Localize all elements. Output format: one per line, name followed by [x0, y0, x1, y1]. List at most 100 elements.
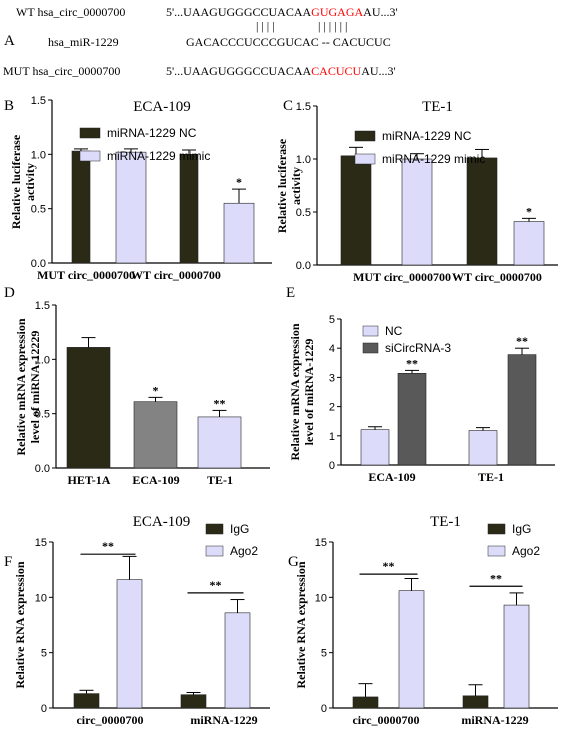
panel-a: A WT hsa_circ_0000700 5'...UAAGUGGGCCUAC… [3, 5, 398, 78]
mut-sequence: 5'...UAAGUGGGCCUACAACACUCUAU...3' [166, 64, 396, 78]
bar-c-0-1 [401, 158, 433, 266]
legend-swatch-g-1 [487, 545, 506, 557]
mut-seq-end: AU...3' [361, 64, 396, 78]
y-tick-label-f: 15 [35, 537, 47, 549]
legend-swatch-c-1 [354, 153, 376, 165]
y-tick-label-g: 5 [321, 648, 327, 660]
panel-letter-b: B [4, 98, 14, 114]
y-tick-label-b: 0.0 [31, 258, 46, 270]
bar-f-0-0 [73, 693, 100, 709]
bar-c-1-0 [466, 157, 498, 266]
bar-c-1-1 [513, 221, 545, 266]
y-tick-label-d: 1.5 [35, 300, 50, 312]
chart-title-f: ECA-109 [133, 514, 191, 530]
sig-mark-g-0: ** [383, 559, 395, 573]
legend-swatch-b-1 [79, 150, 101, 162]
legend-label-e-0: NC [385, 324, 403, 338]
bar-f-1-1 [224, 612, 251, 709]
y-tick-label-e: 1 [329, 431, 335, 443]
x-tick-label-d-0: HET-1A [68, 473, 111, 487]
y-tick-label-b: 1.5 [31, 95, 46, 107]
x-tick-label-c-0: MUT circ_0000700 [353, 270, 451, 284]
bar-g-0-1 [398, 590, 425, 709]
sig-mark-e-0: ** [406, 356, 418, 370]
panel-letter-c: C [283, 98, 293, 114]
bar-d-2 [197, 416, 242, 469]
x-tick-label-b-1: WT circ_0000700 [131, 268, 221, 282]
legend-label-b-1: miRNA-1229 mimic [107, 149, 210, 163]
chart-title-b: ECA-109 [133, 99, 191, 115]
y-axis-label-d: Relative mRNA expressionlevel of miRNA-1… [14, 318, 42, 455]
y-tick-label-c: 0.0 [296, 260, 311, 272]
panel-f: F ECA-109 0 5 10 15 Relative RNA expression cir… [4, 514, 270, 727]
y-tick-label-e: 5 [329, 314, 335, 326]
mir-label: hsa_miR-1229 [48, 35, 119, 49]
sig-mark-e-1: ** [516, 334, 528, 348]
legend-label-c-1: miRNA-1229 mimic [382, 152, 485, 166]
mut-seq-start: 5'...UAAGUGGGCCUACAA [166, 64, 312, 78]
y-axis-label-f: Relative RNA expression [13, 561, 27, 688]
bar-f-1-0 [180, 694, 207, 709]
wt-seq-end: AU...3' [363, 5, 398, 19]
mir-sequence: GACACCCUCCCGUCAC -- CACUCUC [186, 35, 391, 49]
y-tick-label-b: 0.5 [31, 204, 46, 216]
legend-swatch-f-0 [205, 523, 224, 535]
wt-seq-start: 5'...UAAGUGGGCCUACAA [166, 5, 312, 19]
panel-letter-a: A [4, 33, 15, 49]
legend-label-g-0: IgG [512, 522, 531, 536]
x-tick-label-d-1: ECA-109 [132, 473, 179, 487]
x-tick-label-e-0: ECA-109 [368, 470, 415, 484]
y-tick-label-g: 0 [321, 703, 327, 715]
legend-label-g-1: Ago2 [512, 544, 540, 558]
panel-letter-f: F [4, 554, 12, 570]
legend-label-b-0: miRNA-1229 NC [107, 126, 197, 140]
bar-g-1-1 [503, 604, 530, 709]
x-tick-label-g-1: miRNA-1229 [461, 713, 528, 727]
panel-c: C TE-1 0.0 0.5 1.0 1.5 Relative luciferaseacti… [275, 98, 558, 284]
sig-mark-d-0: * [153, 383, 159, 397]
y-axis-label-c: Relative luciferaseactivity [275, 138, 303, 233]
pairing-bars-right: | | | | | | [318, 19, 347, 33]
y-tick-label-e: 3 [329, 372, 335, 384]
y-tick-label-d: 0.5 [35, 409, 50, 421]
bar-e-1-0 [468, 430, 498, 466]
legend-swatch-e-1 [362, 342, 379, 354]
legend-swatch-f-1 [205, 545, 224, 557]
legend-label-f-0: IgG [230, 522, 249, 536]
x-tick-label-e-1: TE-1 [478, 470, 504, 484]
bar-b-0-0 [71, 150, 91, 264]
y-tick-label-f: 5 [41, 648, 47, 660]
panel-letter-e: E [286, 285, 295, 301]
panel-d: D 0.0 0.5 1.0 1.5 Relative mRNA expressionlev… [4, 285, 270, 487]
bar-b-0-1 [115, 151, 147, 264]
panel-g: G TE-1 0 5 10 15 Relative RNA expression circ_0… [288, 514, 558, 727]
y-axis-label-e: Relative mRNA expressionlevel of miRNA-1… [288, 323, 316, 460]
y-tick-label-d: 1.0 [35, 354, 50, 366]
x-tick-label-b-0: MUT circ_0000700 [37, 268, 135, 282]
sig-mark-g-1: ** [490, 571, 502, 585]
y-tick-label-e: 2 [329, 402, 335, 414]
y-tick-label-c: 1.5 [296, 101, 311, 113]
y-tick-label-g: 10 [315, 592, 327, 604]
mut-label: MUT hsa_circ_0000700 [3, 64, 120, 78]
bar-d-0 [66, 347, 111, 469]
y-tick-label-f: 10 [35, 592, 47, 604]
chart-title-g: TE-1 [430, 514, 461, 530]
wt-label: WT hsa_circ_0000700 [16, 5, 125, 19]
wt-seq-seed: GUGAGA [311, 5, 363, 19]
x-tick-label-d-2: TE-1 [207, 473, 233, 487]
legend-label-c-0: miRNA-1229 NC [382, 129, 472, 143]
y-tick-label-f: 0 [41, 703, 47, 715]
panel-e: E 0 1 2 3 4 5 Relative mRNA expressionlevel of … [286, 285, 555, 484]
pairing-bars-left: | | | | [256, 19, 275, 33]
panel-b: B ECA-109 0.0 0.5 1.0 1.5 Relative luciferasea… [4, 95, 272, 282]
y-tick-label-g: 15 [315, 537, 327, 549]
mut-seq-seed: CACUCU [311, 64, 361, 78]
bar-b-1-1 [223, 202, 255, 264]
y-tick-label-c: 0.5 [296, 207, 311, 219]
y-tick-label-d: 0.0 [35, 463, 50, 475]
sig-mark-c-0: * [526, 204, 532, 218]
sig-mark-f-0: ** [102, 539, 114, 553]
bar-d-1 [133, 401, 178, 469]
